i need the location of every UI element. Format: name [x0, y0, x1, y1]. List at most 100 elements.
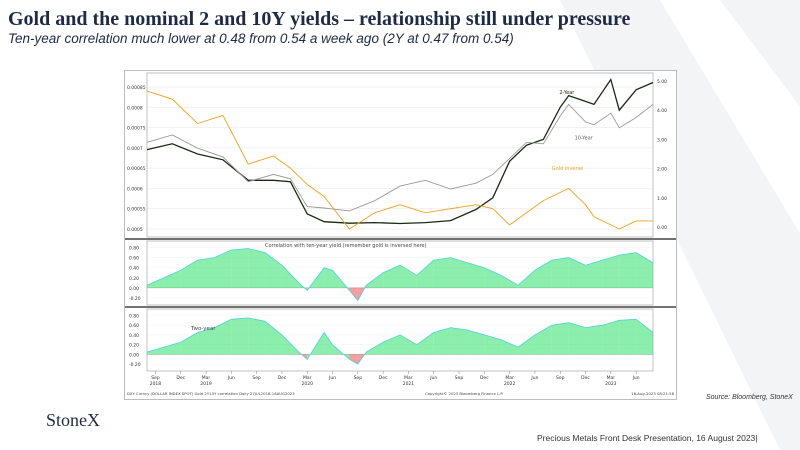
- correlation-area-segment: [324, 332, 333, 355]
- correlation-area-segment: [324, 267, 333, 288]
- correlation-area-segment: [450, 327, 468, 355]
- correlation-area-segment: [484, 267, 502, 288]
- x-tick-label: Mar: [303, 375, 312, 381]
- y-tick-label: 0.60: [129, 256, 139, 262]
- right-axis-tick-label: 1.00: [657, 196, 667, 202]
- x-tick-label: Mar: [202, 375, 211, 381]
- chart-svg: 0.0005 0.00055 0.0006 0.00065 0.0007 0.00075 0…: [125, 72, 676, 396]
- correlation-area-segment: [231, 248, 249, 288]
- panel-title-ten-year: Correlation with ten-year yield (remembe…: [265, 243, 427, 249]
- correlation-area-segment: [484, 334, 502, 355]
- left-axis-tick-label: 0.0005: [127, 227, 143, 233]
- correlation-area-segment: [501, 275, 519, 288]
- panel-title-two-year: Two-year: [190, 326, 216, 332]
- left-axis-tick-label: 0.0007: [127, 146, 143, 152]
- correlation-area-segment: [467, 330, 485, 355]
- correlation-area-segment: [602, 320, 620, 355]
- correlation-area-segment: [602, 255, 620, 288]
- correlation-area-segment: [551, 322, 569, 355]
- x-year-label: 2023: [605, 381, 617, 387]
- x-tick-label: Sep: [151, 375, 160, 381]
- correlation-area-segment: [248, 248, 266, 288]
- x-tick-label: Jun: [632, 375, 640, 381]
- left-axis-tick-label: 0.00055: [127, 207, 146, 213]
- correlation-area-segment: [585, 260, 603, 288]
- x-tick-label: Sep: [556, 375, 565, 381]
- panel-frame-top: [146, 72, 654, 238]
- right-axis-tick-label: 4.00: [657, 108, 667, 114]
- x-tick-label: Dec: [581, 375, 590, 381]
- x-tick-label: Sep: [354, 375, 363, 381]
- correlation-area-segment: [467, 262, 485, 288]
- correlation-area-segment: [231, 317, 249, 355]
- y-tick-label: 0.00: [129, 352, 139, 358]
- y-tick-label: 0.40: [129, 266, 139, 272]
- correlation-area-segment: [214, 319, 232, 355]
- slide-subtitle: Ten-year correlation much lower at 0.48 …: [8, 31, 514, 46]
- stonex-logo: StoneX: [46, 410, 100, 430]
- chart-footer-center: Copyright© 2023 Bloomberg Finance L.P.: [425, 391, 503, 396]
- right-axis-tick-label: 2.00: [657, 167, 667, 173]
- correlation-area-segment: [214, 250, 232, 288]
- left-axis-tick-label: 0.0006: [127, 186, 143, 192]
- x-year-label: 2018: [150, 381, 162, 387]
- correlation-area-segment: [197, 327, 215, 355]
- x-tick-label: Dec: [176, 375, 185, 381]
- x-tick-label: Jun: [328, 375, 336, 381]
- correlation-area-segment: [383, 334, 400, 355]
- x-tick-label: Dec: [379, 375, 388, 381]
- correlation-area-segment: [147, 277, 164, 288]
- x-tick-label: Mar: [404, 375, 413, 381]
- series-line-10-year: [146, 103, 654, 212]
- correlation-area-segment: [400, 265, 417, 288]
- correlation-area-segment: [180, 332, 198, 355]
- series-label: 2-Year: [559, 90, 575, 96]
- chart-container: 0.0005 0.00055 0.0006 0.00065 0.0007 0.00075 0…: [124, 70, 677, 400]
- left-axis-tick-label: 0.00065: [127, 166, 146, 172]
- correlation-area-segment: [433, 257, 451, 288]
- x-year-label: 2019: [200, 381, 212, 387]
- correlation-line-two-year: [146, 317, 654, 365]
- correlation-area-segment: [636, 319, 653, 355]
- y-tick-label: 0.80: [129, 313, 139, 319]
- x-tick-label: Dec: [480, 375, 489, 381]
- correlation-area-segment: [568, 322, 586, 355]
- y-tick-label: -0.20: [129, 296, 141, 302]
- correlation-area-segment: [501, 339, 519, 355]
- y-tick-label: 0.60: [129, 323, 139, 329]
- series-label: 10-Year: [575, 135, 594, 141]
- slide-title: Gold and the nominal 2 and 10Y yields – …: [8, 8, 631, 30]
- correlation-area-segment: [147, 347, 164, 355]
- right-axis-tick-label: 5.00: [657, 79, 667, 85]
- x-tick-label: Sep: [252, 375, 261, 381]
- correlation-area-segment: [307, 267, 325, 291]
- y-tick-label: -0.20: [129, 362, 141, 368]
- y-tick-label: 0.40: [129, 333, 139, 339]
- series-label: Gold inverse: [552, 166, 583, 172]
- correlation-area-segment: [568, 257, 586, 288]
- correlation-line-ten-year: [146, 248, 654, 302]
- left-axis-tick-label: 0.00075: [127, 126, 146, 132]
- correlation-area-segment: [518, 334, 535, 355]
- correlation-area-segment: [349, 287, 358, 301]
- series-line-2-year: [146, 77, 654, 225]
- correlation-area-segment: [619, 252, 637, 288]
- correlation-area-segment: [518, 270, 535, 288]
- y-tick-label: 0.20: [129, 276, 139, 282]
- x-tick-label: Jun: [530, 375, 538, 381]
- y-tick-label: 0.80: [129, 246, 139, 252]
- x-year-label: 2020: [302, 381, 314, 387]
- left-axis-tick-label: 0.00085: [127, 85, 146, 91]
- correlation-area-segment: [349, 354, 358, 365]
- correlation-area-segment: [281, 334, 299, 355]
- correlation-area-segment: [619, 319, 637, 355]
- x-year-label: 2022: [504, 381, 516, 387]
- y-tick-label: 0.00: [129, 286, 139, 292]
- correlation-area-segment: [197, 257, 215, 288]
- x-tick-label: Jun: [227, 375, 235, 381]
- footer-text: Precious Metals Front Desk Presentation,…: [537, 433, 758, 443]
- correlation-area-segment: [248, 317, 266, 355]
- correlation-area-segment: [265, 321, 282, 355]
- x-tick-label: Mar: [505, 375, 514, 381]
- correlation-area-segment: [265, 252, 282, 288]
